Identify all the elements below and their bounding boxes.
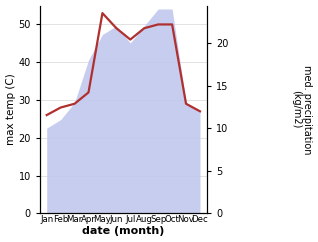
Y-axis label: med. precipitation
(kg/m2): med. precipitation (kg/m2) [291, 65, 313, 154]
Y-axis label: max temp (C): max temp (C) [5, 74, 16, 145]
X-axis label: date (month): date (month) [82, 227, 164, 236]
